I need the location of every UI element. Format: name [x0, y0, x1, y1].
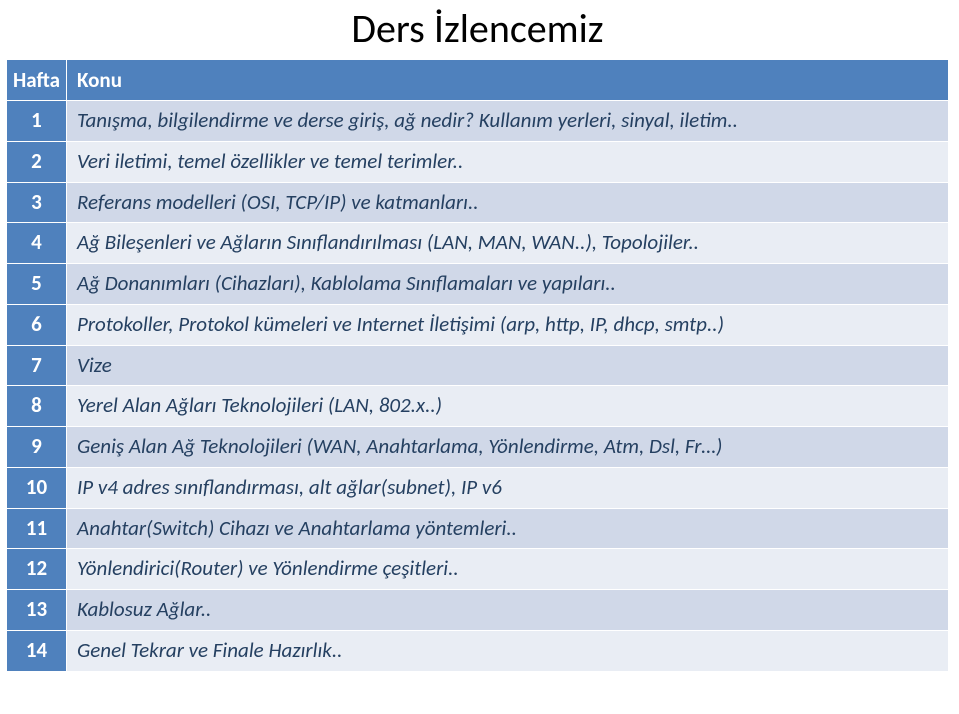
table-row: 3 Referans modelleri (OSI, TCP/IP) ve ka… — [7, 182, 949, 223]
header-topic: Konu — [67, 60, 949, 101]
cell-week: 10 — [7, 467, 67, 508]
syllabus-table: Hafta Konu 1 Tanışma, bilgilendirme ve d… — [6, 59, 949, 672]
table-row: 12 Yönlendirici(Router) ve Yönlendirme ç… — [7, 549, 949, 590]
table-row: 2 Veri iletimi, temel özellikler ve teme… — [7, 141, 949, 182]
cell-topic: Referans modelleri (OSI, TCP/IP) ve katm… — [67, 182, 949, 223]
cell-week: 6 — [7, 304, 67, 345]
header-week: Hafta — [7, 60, 67, 101]
cell-topic: Anahtar(Switch) Cihazı ve Anahtarlama yö… — [67, 508, 949, 549]
cell-topic: Ağ Donanımları (Cihazları), Kablolama Sı… — [67, 264, 949, 305]
cell-week: 8 — [7, 386, 67, 427]
cell-topic: Protokoller, Protokol kümeleri ve Intern… — [67, 304, 949, 345]
table-row: 14 Genel Tekrar ve Finale Hazırlık.. — [7, 630, 949, 671]
cell-topic: Yerel Alan Ağları Teknolojileri (LAN, 80… — [67, 386, 949, 427]
cell-topic: Tanışma, bilgilendirme ve derse giriş, a… — [67, 101, 949, 142]
table-row: 10 IP v4 adres sınıflandırması, alt ağla… — [7, 467, 949, 508]
cell-topic: Geniş Alan Ağ Teknolojileri (WAN, Anahta… — [67, 427, 949, 468]
table-row: 4 Ağ Bileşenleri ve Ağların Sınıflandırı… — [7, 223, 949, 264]
cell-week: 11 — [7, 508, 67, 549]
cell-week: 1 — [7, 101, 67, 142]
page-title: Ders İzlencemiz — [6, 0, 949, 59]
cell-week: 14 — [7, 630, 67, 671]
cell-week: 13 — [7, 590, 67, 631]
cell-week: 7 — [7, 345, 67, 386]
table-row: 8 Yerel Alan Ağları Teknolojileri (LAN, … — [7, 386, 949, 427]
cell-topic: Genel Tekrar ve Finale Hazırlık.. — [67, 630, 949, 671]
table-row: 13 Kablosuz Ağlar.. — [7, 590, 949, 631]
table-header-row: Hafta Konu — [7, 60, 949, 101]
cell-week: 9 — [7, 427, 67, 468]
table-row: 5 Ağ Donanımları (Cihazları), Kablolama … — [7, 264, 949, 305]
cell-week: 2 — [7, 141, 67, 182]
cell-topic: Veri iletimi, temel özellikler ve temel … — [67, 141, 949, 182]
cell-topic: IP v4 adres sınıflandırması, alt ağlar(s… — [67, 467, 949, 508]
cell-topic: Ağ Bileşenleri ve Ağların Sınıflandırılm… — [67, 223, 949, 264]
table-row: 9 Geniş Alan Ağ Teknolojileri (WAN, Anah… — [7, 427, 949, 468]
syllabus-slide: Ders İzlencemiz Hafta Konu 1 Tanışma, bi… — [0, 0, 959, 714]
cell-topic: Yönlendirici(Router) ve Yönlendirme çeşi… — [67, 549, 949, 590]
cell-week: 12 — [7, 549, 67, 590]
table-row: 11 Anahtar(Switch) Cihazı ve Anahtarlama… — [7, 508, 949, 549]
cell-topic: Kablosuz Ağlar.. — [67, 590, 949, 631]
table-row: 7 Vize — [7, 345, 949, 386]
cell-week: 5 — [7, 264, 67, 305]
table-row: 1 Tanışma, bilgilendirme ve derse giriş,… — [7, 101, 949, 142]
cell-week: 4 — [7, 223, 67, 264]
cell-week: 3 — [7, 182, 67, 223]
cell-topic: Vize — [67, 345, 949, 386]
table-row: 6 Protokoller, Protokol kümeleri ve Inte… — [7, 304, 949, 345]
